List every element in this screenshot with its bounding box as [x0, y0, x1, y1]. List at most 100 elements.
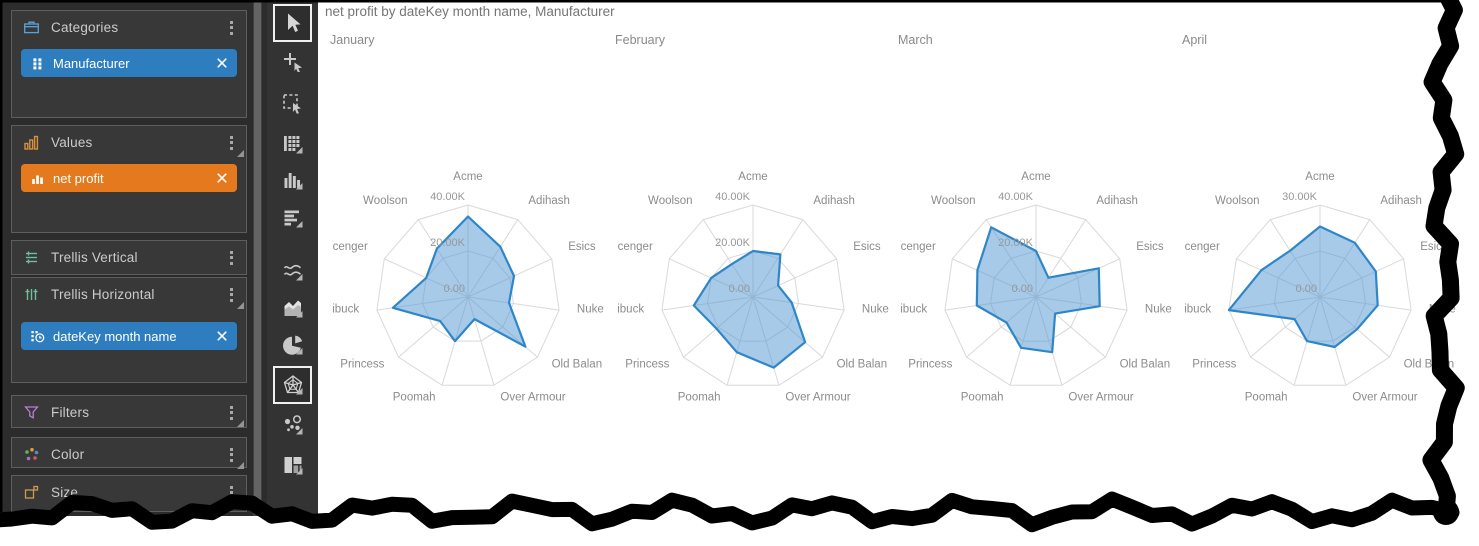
add-element-tool[interactable]: [273, 43, 312, 81]
chip-net-profit[interactable]: net profit: [21, 164, 237, 192]
kebab-dot: [229, 411, 233, 414]
bar-chart-visual-tool[interactable]: [273, 161, 312, 199]
axis-label-princess: Princess: [908, 359, 952, 371]
panel-header-trellis-horizontal[interactable]: Trellis Horizontal: [12, 278, 246, 311]
radar-chart-february[interactable]: 40.00K 20.00K 0.00 Acme Adihash Esics Nuke Old …: [608, 155, 898, 415]
axis-label-over-armour: Over Armour: [1352, 392, 1417, 404]
panel-filters: Filters: [11, 395, 247, 428]
radar-series-net-profit[interactable]: [692, 249, 807, 369]
axis-label-princess: Princess: [340, 359, 384, 371]
axis-label-old-balan: Old Balan: [1120, 359, 1171, 371]
panel-header-categories[interactable]: Categories: [12, 11, 246, 44]
hbar-chart-visual-tool[interactable]: [273, 199, 312, 237]
sidebar-scrollbar[interactable]: [253, 0, 262, 516]
treemap-visual-tool[interactable]: [273, 446, 312, 484]
panel-header-size[interactable]: Size: [12, 476, 246, 509]
axis-label-ibuck: ibuck: [1184, 303, 1211, 315]
axis-label-adihash: Adihash: [528, 195, 570, 207]
kebab-dot: [229, 416, 233, 420]
radial-tick-label: 0.00: [444, 283, 465, 295]
panel-header-values[interactable]: Values: [12, 126, 246, 159]
kebab-menu-icon[interactable]: [223, 287, 239, 302]
kebab-menu-icon[interactable]: [223, 405, 239, 420]
radar-chart-march[interactable]: 40.00K 20.00K 0.00 Acme Adihash Esics Nuke Old …: [891, 155, 1181, 415]
axis-label-esics: Esics: [568, 241, 596, 253]
panel-trellis-vertical: Trellis Vertical: [11, 240, 247, 275]
scatter-chart-visual-tool[interactable]: [273, 406, 312, 444]
axis-label-ibuck: ibuck: [900, 303, 927, 315]
radial-tick-label: 0.00: [729, 283, 750, 295]
radial-tick-label: 40.00K: [430, 191, 466, 203]
visual-type-toolbar: [267, 0, 318, 516]
panel-header-filters[interactable]: Filters: [12, 396, 246, 429]
color-dots-icon: [23, 446, 40, 463]
axis-label-acme: Acme: [1021, 171, 1050, 183]
axis-label-ibuck: ibuck: [617, 303, 644, 315]
axis-label-esics: Esics: [1420, 241, 1448, 253]
panel-header-trellis-vertical[interactable]: Trellis Vertical: [12, 241, 246, 274]
sidebar-scrollbar-thumb[interactable]: [254, 2, 261, 510]
area-chart-visual-tool[interactable]: [273, 289, 312, 327]
axis-label-cenger: cenger: [1185, 241, 1220, 253]
resize-corner-handle[interactable]: [237, 302, 244, 309]
radial-tick-label: 40.00K: [715, 191, 751, 203]
kebab-menu-icon[interactable]: [223, 447, 239, 462]
line-chart-visual-tool[interactable]: [273, 252, 312, 290]
panel-header-color[interactable]: Color: [12, 438, 246, 471]
radar-chart-visual-tool[interactable]: [273, 366, 312, 404]
remove-chip-button[interactable]: [216, 330, 228, 342]
kebab-menu-icon[interactable]: [223, 135, 239, 150]
axis-label-over-armour: Over Armour: [785, 392, 850, 404]
axis-label-old-balan: Old Balan: [552, 359, 603, 371]
rows-icon: [23, 249, 40, 266]
axis-label-over-armour: Over Armour: [1068, 392, 1133, 404]
axis-label-esics: Esics: [1136, 241, 1164, 253]
resize-corner-handle[interactable]: [237, 150, 244, 157]
kebab-dot: [229, 496, 233, 500]
kebab-dot: [229, 458, 233, 462]
radar-series-net-profit[interactable]: [391, 215, 527, 348]
kebab-menu-icon[interactable]: [223, 485, 239, 500]
axis-label-woolson: Woolson: [1215, 195, 1260, 207]
pointer-tool[interactable]: [273, 4, 312, 42]
axis-label-poomah: Poomah: [961, 392, 1004, 404]
chart-canvas-area: net profit by dateKey month name, Manufa…: [318, 0, 1479, 546]
resize-corner-handle[interactable]: [237, 462, 244, 469]
bars-icon: [30, 171, 45, 186]
data-config-sidebar: Categories Manufacturer Values net profit Tr…: [0, 0, 267, 516]
panel-color: Color: [11, 437, 247, 471]
resize-corner-handle[interactable]: [237, 420, 244, 427]
radar-series-net-profit[interactable]: [975, 226, 1101, 354]
grid-icon: [30, 56, 45, 71]
chip-datekey-month-name[interactable]: dateKey month name: [21, 322, 237, 350]
size-icon: [23, 484, 40, 501]
radial-tick-label: 0.00: [1012, 283, 1033, 295]
axis-label-cenger: cenger: [901, 241, 936, 253]
radar-series-net-profit[interactable]: [1227, 225, 1379, 349]
radar-chart-april[interactable]: 30.00K 0.00 Acme Adihash Esics Nuke Old Balan O…: [1175, 155, 1465, 415]
pie-chart-visual-tool[interactable]: [273, 326, 312, 364]
kebab-dot: [229, 250, 233, 254]
kebab-dot: [229, 261, 233, 265]
kebab-dot: [229, 135, 233, 139]
radial-tick-label: 40.00K: [998, 191, 1034, 203]
radar-chart-january[interactable]: 40.00K 20.00K 0.00 Acme Adihash Esics Nuke Old …: [323, 155, 613, 415]
axis-label-poomah: Poomah: [1245, 392, 1288, 404]
chip-label: Manufacturer: [53, 55, 130, 71]
axis-label-acme: Acme: [1305, 171, 1334, 183]
remove-chip-button[interactable]: [216, 172, 228, 184]
chip-manufacturer[interactable]: Manufacturer: [21, 49, 237, 77]
kebab-dot: [229, 491, 233, 494]
panel-trellis-horizontal: Trellis Horizontal dateKey month name: [11, 277, 247, 383]
remove-chip-button[interactable]: [216, 57, 228, 69]
resize-corner-handle[interactable]: [237, 500, 244, 507]
kebab-menu-icon[interactable]: [223, 20, 239, 35]
kebab-menu-icon[interactable]: [223, 250, 239, 265]
chip-label: dateKey month name: [53, 328, 177, 344]
table-visual-tool[interactable]: [273, 125, 312, 163]
axis-label-nuke: Nuke: [1145, 303, 1172, 315]
axis-label-princess: Princess: [1192, 359, 1236, 371]
trellis-column-header: February: [615, 33, 666, 47]
select-region-tool[interactable]: [273, 85, 312, 123]
panel-label-filters: Filters: [51, 405, 90, 420]
